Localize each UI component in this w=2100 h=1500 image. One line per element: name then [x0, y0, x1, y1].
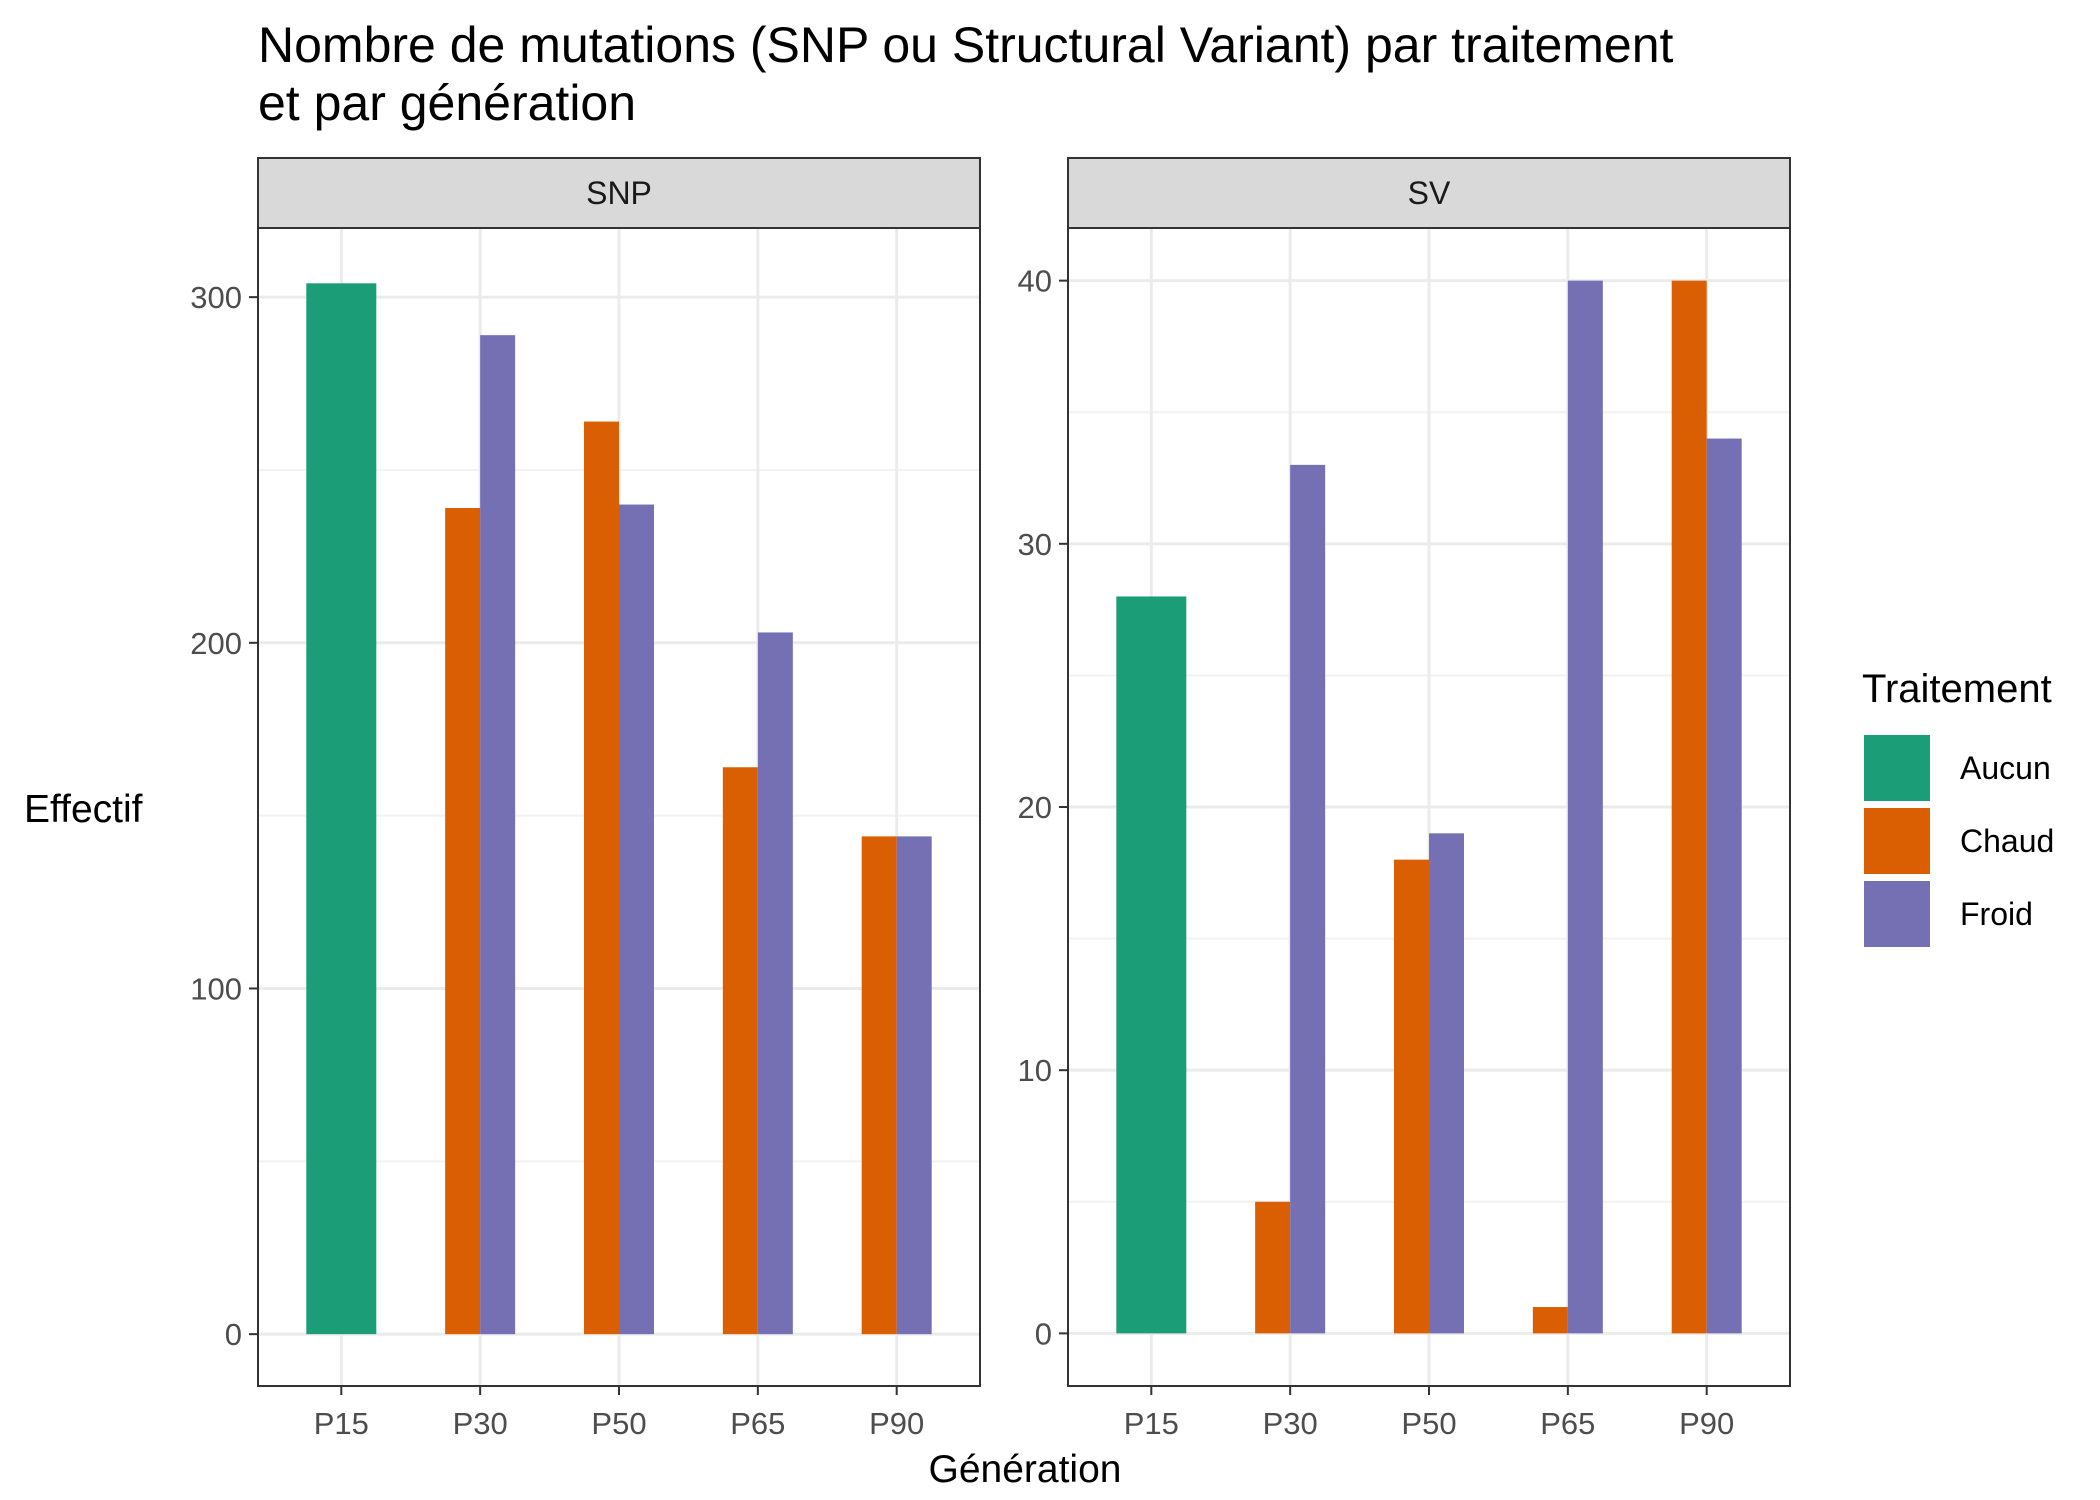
bar-sv-p90-chaud: [1671, 280, 1707, 1334]
bar-snp-p30-froid: [480, 335, 516, 1335]
panel-snp: SNP 0 100 200 300 P15 P30 P50 P65 P90: [190, 157, 981, 1441]
legend: Traitement Aucun Chaud Froid: [1862, 667, 2054, 947]
bar-snp-p30-chaud: [445, 507, 481, 1335]
bar-sv-p90-froid: [1706, 438, 1742, 1334]
legend-label-aucun: Aucun: [1960, 750, 2051, 786]
chart-title-line-2: et par génération: [258, 75, 636, 131]
bar-sv-p65-froid: [1567, 280, 1603, 1334]
bar-snp-p50-froid: [619, 504, 654, 1335]
bar-sv-p50-froid: [1429, 833, 1464, 1334]
y-tick-label: 30: [1018, 527, 1052, 562]
x-tick-label: P30: [453, 1406, 508, 1441]
x-axis-title: Génération: [929, 1448, 1122, 1491]
y-tick-label: 0: [1035, 1316, 1052, 1351]
bar-snp-p15-aucun: [306, 283, 377, 1335]
bar-sv-p30-froid: [1290, 464, 1326, 1334]
panels-layer: SNP 0 100 200 300 P15 P30 P50 P65 P90 SV 0 10 20 30 40 P…: [190, 157, 1791, 1441]
facet-strip-label: SNP: [586, 175, 652, 211]
facet-strip: [1067, 157, 1791, 229]
bar-snp-p65-froid: [757, 632, 793, 1335]
legend-label-chaud: Chaud: [1960, 823, 2054, 859]
x-tick-label: P15: [1124, 1406, 1179, 1441]
legend-key-aucun: [1864, 735, 1930, 801]
bar-snp-p65-chaud: [722, 767, 758, 1335]
bar-sv-p15-aucun: [1116, 596, 1187, 1334]
facet-strip: [257, 157, 981, 229]
x-tick-label: P15: [314, 1406, 369, 1441]
bar-sv-p65-chaud: [1532, 1307, 1568, 1334]
x-tick-label: P50: [591, 1406, 646, 1441]
x-tick-label: P90: [1679, 1406, 1734, 1441]
y-tick-label: 300: [190, 280, 242, 315]
chart-title-line-1: Nombre de mutations (SNP ou Structural V…: [258, 17, 1674, 73]
legend-label-froid: Froid: [1960, 896, 2033, 932]
legend-title: Traitement: [1862, 667, 2052, 711]
x-tick-label: P90: [869, 1406, 924, 1441]
y-tick-label: 0: [225, 1317, 242, 1352]
y-tick-label: 200: [190, 626, 242, 661]
bar-sv-p50-chaud: [1394, 859, 1429, 1334]
y-tick-label: 10: [1018, 1053, 1052, 1088]
bar-sv-p30-chaud: [1255, 1201, 1291, 1334]
bar-snp-p50-chaud: [584, 421, 619, 1335]
panel-sv: SV 0 10 20 30 40 P15 P30 P50 P65 P90: [1018, 157, 1791, 1441]
x-tick-label: P30: [1263, 1406, 1318, 1441]
y-tick-label: 40: [1018, 264, 1052, 299]
facet-strip-label: SV: [1408, 175, 1451, 211]
x-tick-label: P65: [1540, 1406, 1595, 1441]
y-tick-label: 100: [190, 971, 242, 1006]
y-axis-title: Effectif: [24, 788, 143, 831]
bar-snp-p90-chaud: [861, 836, 897, 1335]
y-tick-label: 20: [1018, 790, 1052, 825]
legend-key-froid: [1864, 881, 1930, 947]
x-tick-label: P50: [1401, 1406, 1456, 1441]
x-tick-label: P65: [730, 1406, 785, 1441]
bar-snp-p90-froid: [896, 836, 932, 1335]
legend-key-chaud: [1864, 808, 1930, 874]
